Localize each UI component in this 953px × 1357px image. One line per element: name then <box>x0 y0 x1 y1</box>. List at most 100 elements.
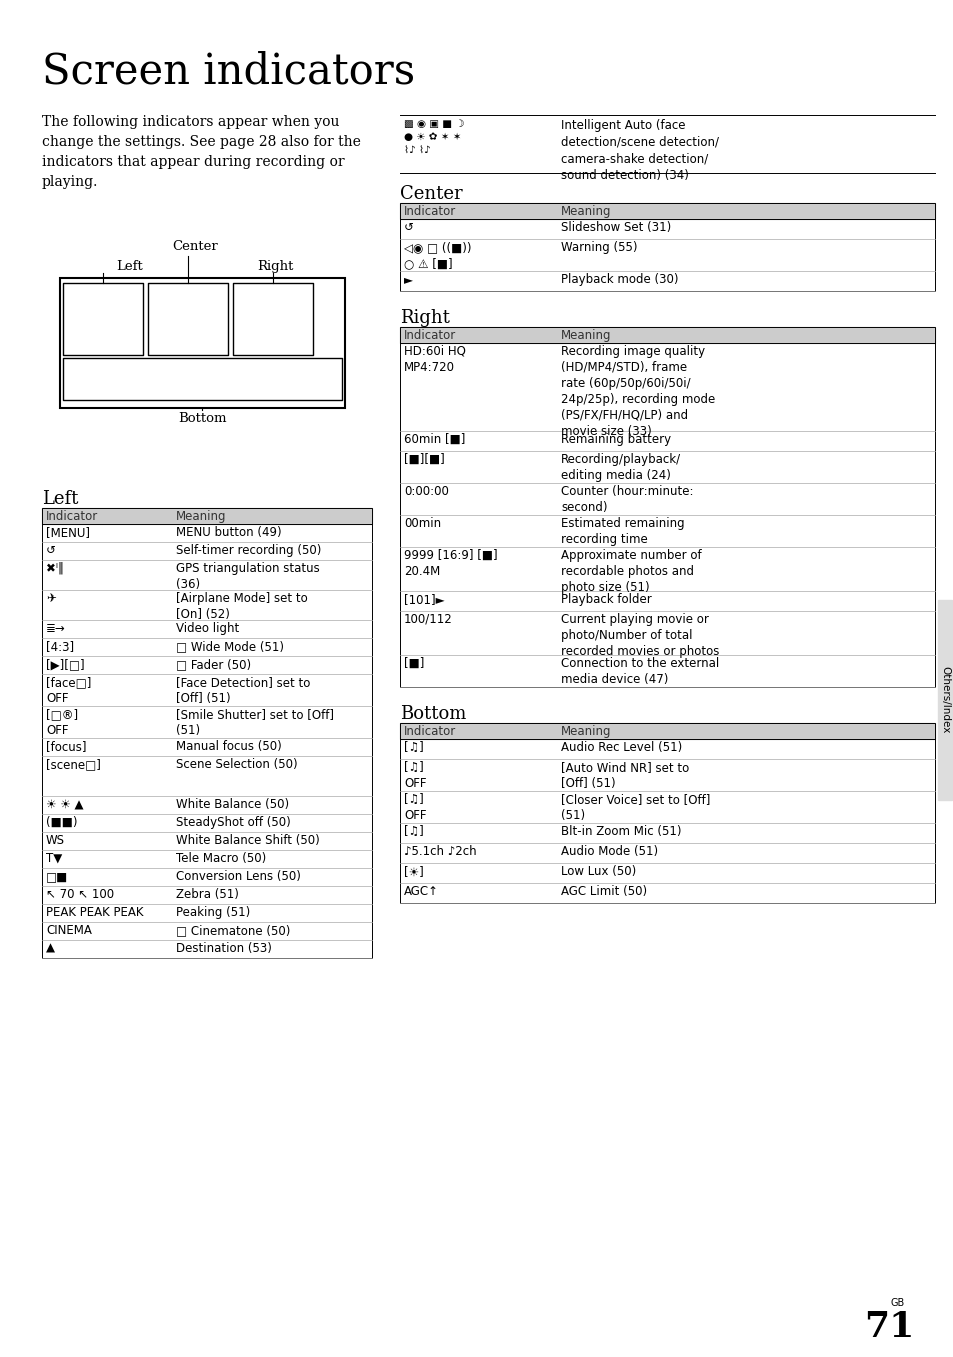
Text: ◁◉ □ ((■))
○ ⚠ [■]: ◁◉ □ ((■)) ○ ⚠ [■] <box>403 242 471 270</box>
Text: [Smile Shutter] set to [Off]
(51): [Smile Shutter] set to [Off] (51) <box>175 708 334 737</box>
Text: Meaning: Meaning <box>560 725 611 738</box>
Text: 60min [■]: 60min [■] <box>403 433 465 446</box>
Bar <box>399 204 934 290</box>
Text: AGC Limit (50): AGC Limit (50) <box>560 885 646 898</box>
Bar <box>399 204 934 218</box>
Text: [focus]: [focus] <box>46 740 87 753</box>
Text: AGC↑: AGC↑ <box>403 885 438 898</box>
Text: Warning (55): Warning (55) <box>560 242 637 254</box>
Text: 00min: 00min <box>403 517 440 531</box>
Text: [Closer Voice] set to [Off]
(51): [Closer Voice] set to [Off] (51) <box>560 792 710 822</box>
Text: Recording/playback/
editing media (24): Recording/playback/ editing media (24) <box>560 453 680 482</box>
Text: White Balance (50): White Balance (50) <box>175 798 289 811</box>
Text: [Airplane Mode] set to
[On] (52): [Airplane Mode] set to [On] (52) <box>175 592 308 622</box>
Text: □■: □■ <box>46 870 69 883</box>
Text: ↺: ↺ <box>46 544 56 556</box>
Text: [face□]
OFF: [face□] OFF <box>46 676 91 706</box>
Text: Center: Center <box>399 185 462 204</box>
Text: Approximate number of
recordable photos and
photo size (51): Approximate number of recordable photos … <box>560 550 700 594</box>
Text: 9999 [16:9] [■]
20.4M: 9999 [16:9] [■] 20.4M <box>403 550 497 578</box>
Text: (■■): (■■) <box>46 816 77 829</box>
Text: ▲: ▲ <box>46 942 55 955</box>
Text: Right: Right <box>256 261 293 273</box>
Text: 100/112: 100/112 <box>403 613 453 626</box>
Text: Screen indicators: Screen indicators <box>42 50 415 92</box>
Text: Meaning: Meaning <box>560 328 611 342</box>
Text: ↖ 70 ↖ 100: ↖ 70 ↖ 100 <box>46 887 114 901</box>
Text: change the settings. See page 28 also for the: change the settings. See page 28 also fo… <box>42 134 360 149</box>
Text: □ Fader (50): □ Fader (50) <box>175 658 251 670</box>
Text: ↺: ↺ <box>403 221 414 233</box>
Text: Destination (53): Destination (53) <box>175 942 272 955</box>
Text: Remaining battery: Remaining battery <box>560 433 670 446</box>
Text: Meaning: Meaning <box>560 205 611 218</box>
Text: Tele Macro (50): Tele Macro (50) <box>175 852 266 864</box>
Text: ▩ ◉ ▣ ■ ☽
● ☀ ✿ ✶ ✶
⌇♪ ⌇♪: ▩ ◉ ▣ ■ ☽ ● ☀ ✿ ✶ ✶ ⌇♪ ⌇♪ <box>403 119 464 156</box>
Text: □ Cinematone (50): □ Cinematone (50) <box>175 924 290 936</box>
Text: ►: ► <box>403 273 413 286</box>
Text: WS: WS <box>46 835 65 847</box>
Bar <box>399 723 934 902</box>
Text: HD:60i HQ
MP4:720: HD:60i HQ MP4:720 <box>403 345 465 375</box>
Text: GB: GB <box>890 1299 904 1308</box>
Text: Blt-in Zoom Mic (51): Blt-in Zoom Mic (51) <box>560 825 680 839</box>
Text: [Face Detection] set to
[Off] (51): [Face Detection] set to [Off] (51) <box>175 676 310 706</box>
Text: CINEMA: CINEMA <box>46 924 91 936</box>
Text: [scene□]: [scene□] <box>46 759 101 771</box>
Text: Meaning: Meaning <box>175 510 226 522</box>
Text: ≣→: ≣→ <box>46 622 66 635</box>
Text: ✖ᴵ‖: ✖ᴵ‖ <box>46 562 64 575</box>
Bar <box>148 284 228 356</box>
Text: [▶][□]: [▶][□] <box>46 658 85 670</box>
Text: Indicator: Indicator <box>403 725 456 738</box>
Bar <box>937 600 951 801</box>
Text: playing.: playing. <box>42 175 98 189</box>
Bar <box>63 358 341 400</box>
Text: Right: Right <box>399 309 450 327</box>
Text: Bottom: Bottom <box>399 706 466 723</box>
Text: Scene Selection (50): Scene Selection (50) <box>175 759 297 771</box>
Text: [□®]
OFF: [□®] OFF <box>46 708 78 737</box>
Text: [■][■]: [■][■] <box>403 453 444 465</box>
Text: White Balance Shift (50): White Balance Shift (50) <box>175 835 319 847</box>
Text: Indicator: Indicator <box>403 328 456 342</box>
Text: [Auto Wind NR] set to
[Off] (51): [Auto Wind NR] set to [Off] (51) <box>560 761 688 790</box>
Text: Playback folder: Playback folder <box>560 593 651 607</box>
Text: [4:3]: [4:3] <box>46 641 74 653</box>
Text: [♫]
OFF: [♫] OFF <box>403 792 426 822</box>
Text: ♪5.1ch ♪2ch: ♪5.1ch ♪2ch <box>403 845 476 858</box>
Text: Zebra (51): Zebra (51) <box>175 887 238 901</box>
Text: Conversion Lens (50): Conversion Lens (50) <box>175 870 300 883</box>
Text: T▼: T▼ <box>46 852 62 864</box>
Text: [101]►: [101]► <box>403 593 444 607</box>
Text: 71: 71 <box>863 1310 914 1343</box>
Text: SteadyShot off (50): SteadyShot off (50) <box>175 816 291 829</box>
Text: [♫]
OFF: [♫] OFF <box>403 761 426 790</box>
Text: Indicator: Indicator <box>46 510 98 522</box>
Bar <box>399 327 934 687</box>
Text: Audio Mode (51): Audio Mode (51) <box>560 845 658 858</box>
Text: Left: Left <box>42 490 78 508</box>
Text: Intelligent Auto (face
detection/scene detection/
camera-shake detection/
sound : Intelligent Auto (face detection/scene d… <box>560 119 719 182</box>
Text: Connection to the external
media device (47): Connection to the external media device … <box>560 657 719 687</box>
Text: Self-timer recording (50): Self-timer recording (50) <box>175 544 321 556</box>
Bar <box>42 508 372 958</box>
Text: Low Lux (50): Low Lux (50) <box>560 864 636 878</box>
Text: Current playing movie or
photo/Number of total
recorded movies or photos: Current playing movie or photo/Number of… <box>560 613 719 658</box>
Bar <box>42 508 372 524</box>
Text: Slideshow Set (31): Slideshow Set (31) <box>560 221 671 233</box>
Text: ✈: ✈ <box>46 592 56 605</box>
Text: Counter (hour:minute:
second): Counter (hour:minute: second) <box>560 484 693 514</box>
Text: [MENU]: [MENU] <box>46 527 90 539</box>
Text: Recording image quality
(HD/MP4/STD), frame
rate (60p/50p/60i/50i/
24p/25p), rec: Recording image quality (HD/MP4/STD), fr… <box>560 345 715 438</box>
Text: Manual focus (50): Manual focus (50) <box>175 740 281 753</box>
Text: 0:00:00: 0:00:00 <box>403 484 449 498</box>
Text: [♫]: [♫] <box>403 741 423 754</box>
Text: [■]: [■] <box>403 657 424 670</box>
Text: PEAK PEAK PEAK: PEAK PEAK PEAK <box>46 906 143 919</box>
Text: ☀ ☀ ▲: ☀ ☀ ▲ <box>46 798 84 811</box>
Bar <box>60 278 345 408</box>
Text: The following indicators appear when you: The following indicators appear when you <box>42 115 339 129</box>
Bar <box>399 723 934 740</box>
Text: Indicator: Indicator <box>403 205 456 218</box>
